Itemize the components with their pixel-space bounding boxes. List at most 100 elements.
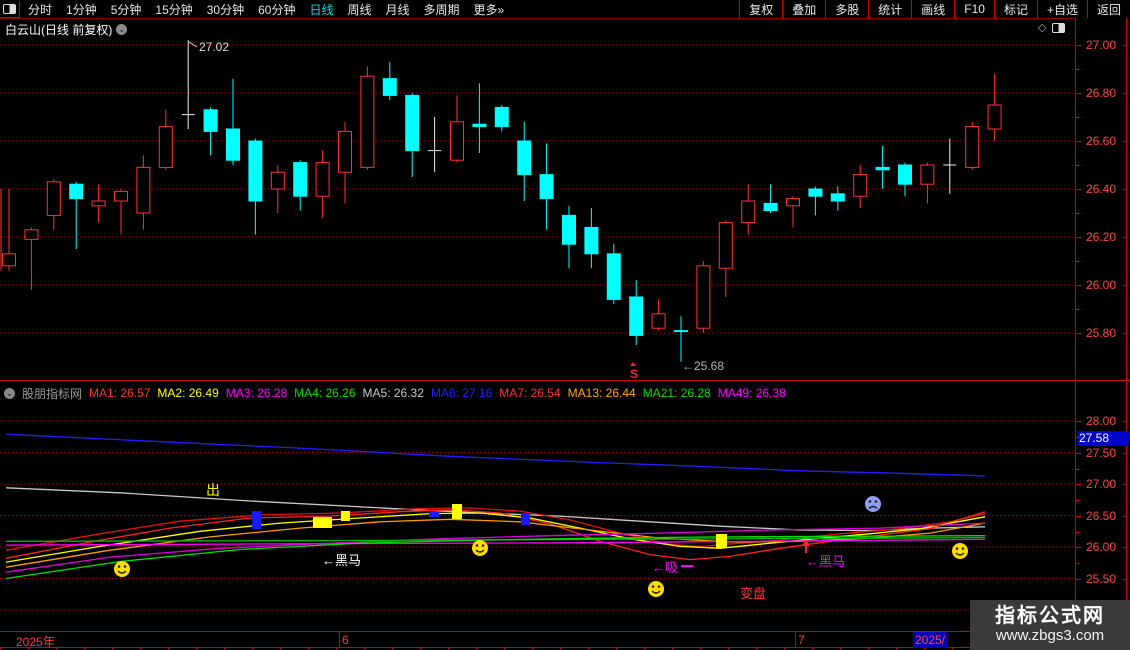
ma-line-ma7 xyxy=(5,507,986,551)
period-tab-3[interactable]: 5分钟 xyxy=(110,2,142,17)
toolbar-button-3[interactable]: 多股 xyxy=(825,0,868,18)
candle-16 xyxy=(338,121,352,204)
pane-text-label: ←黑马 xyxy=(806,554,845,569)
candle-30 xyxy=(651,299,666,331)
period-tab-2[interactable]: 1分钟 xyxy=(66,2,97,17)
ma-line-ma1 xyxy=(5,509,986,561)
ma-label-ma21: MA21: 26.28 xyxy=(642,386,711,400)
lower-axis-label: 25.50 xyxy=(1086,571,1117,586)
candle-9 xyxy=(181,40,195,129)
indicator-collapse-icon[interactable]: ⌄ xyxy=(4,387,15,399)
main-axis-label: 26.60 xyxy=(1086,134,1117,148)
toolbar-button-6[interactable]: F10 xyxy=(954,0,994,18)
ma-label-ma4: MA4: 26.26 xyxy=(294,386,356,400)
candle-34 xyxy=(741,184,756,235)
diamond-icon[interactable]: ◇ xyxy=(1038,22,1047,34)
toolbar-button-1[interactable]: 复权 xyxy=(739,0,782,18)
candle-1 xyxy=(2,189,16,271)
date-highlight: 2025/ xyxy=(913,632,947,648)
signal-square xyxy=(429,512,439,517)
toolbar-button-7[interactable]: 标记 xyxy=(993,0,1037,18)
up-arrow-marker xyxy=(802,539,810,553)
ma-indicator-pane[interactable]: 出 ←黑马 ←吸 变盘 ←黑马 xyxy=(0,382,1075,631)
annotation: ←25.68 xyxy=(682,359,724,373)
candle-15 xyxy=(315,150,330,218)
watermark-title: 指标公式网 xyxy=(995,605,1105,627)
toolbar-right-buttons: 复权 叠加 多股 统计 画线 F10 标记 +自选 返回 xyxy=(739,0,1130,18)
annotation: S xyxy=(630,367,638,380)
smiley-face-marker xyxy=(648,581,664,597)
candle-3 xyxy=(46,179,61,230)
ma-label-ma3: MA3: 26.28 xyxy=(225,386,288,400)
date-axis[interactable]: 2025年 6 7 2025/ xyxy=(0,631,1075,649)
candle-24 xyxy=(517,121,532,201)
smiley-face-marker xyxy=(114,561,130,577)
signal-square xyxy=(452,504,462,519)
toolbar-button-4[interactable]: 统计 xyxy=(868,0,911,18)
candle-20 xyxy=(428,117,442,173)
period-tab-7[interactable]: 日线 xyxy=(309,2,334,17)
chart-title-row: 白云山(日线 前复权) ⌄ xyxy=(5,21,128,38)
main-axis-label: 26.80 xyxy=(1086,86,1117,100)
window-split-button[interactable] xyxy=(0,0,20,18)
main-axis-label: 27.00 xyxy=(1086,38,1117,52)
candle-22 xyxy=(472,83,487,153)
period-tab-9[interactable]: 月线 xyxy=(385,2,410,17)
lower-axis-label: 27.00 xyxy=(1086,477,1117,491)
candle-8 xyxy=(158,109,173,170)
main-axis-label: 25.80 xyxy=(1086,326,1117,340)
pane-text-label: 出 xyxy=(206,482,220,498)
candle-14 xyxy=(293,160,308,211)
smiley-face-marker xyxy=(472,540,488,556)
candle-40 xyxy=(875,145,890,189)
ma-line-ma4 xyxy=(5,536,986,542)
main-price-axis: 27.00 26.80 26.60 26.40 26.20 26.00 25.80 xyxy=(1075,18,1130,380)
candle-13 xyxy=(270,165,285,213)
period-tab-8[interactable]: 周线 xyxy=(347,2,372,17)
period-tab-1[interactable]: 分时 xyxy=(28,2,53,17)
ma-label-ma1: MA1: 26.57 xyxy=(89,386,151,400)
split-window-icon[interactable] xyxy=(1052,22,1066,33)
toolbar-button-9[interactable]: 返回 xyxy=(1086,0,1130,18)
pane-text-label: ←吸 xyxy=(652,560,678,575)
signal-square xyxy=(252,511,261,529)
lower-axis-label: 27.50 xyxy=(1086,445,1117,460)
last-price-tag: 27.58 xyxy=(1077,431,1129,446)
chevron-down-icon[interactable]: ⌄ xyxy=(116,24,128,35)
annotation: 27.02 xyxy=(199,40,229,54)
main-candlestick-pane[interactable]: 27.02 ←25.68 S xyxy=(0,18,1075,380)
candle-18 xyxy=(382,61,397,101)
candle-5 xyxy=(91,184,106,223)
indicator-header: ⌄ 股朋指标网 MA1: 26.57 MA2: 26.49 MA3: 26.28 MA… xyxy=(0,382,1075,404)
period-tab-5[interactable]: 30分钟 xyxy=(206,2,245,17)
date-label: 7 xyxy=(798,633,805,647)
candle-35 xyxy=(763,184,778,213)
ma-label-ma49: MA49: 26.38 xyxy=(717,386,786,400)
period-tab-6[interactable]: 60分钟 xyxy=(258,2,296,17)
toolbar-button-8[interactable]: +自选 xyxy=(1036,0,1087,18)
period-tab-11[interactable]: 更多» xyxy=(473,2,505,17)
candle-39 xyxy=(853,165,868,209)
ma-line-chart: 出 ←黑马 ←吸变盘 ←黑马 xyxy=(0,420,1075,611)
candle-38 xyxy=(830,186,845,211)
ma-label-ma7: MA7: 26.54 xyxy=(499,386,561,400)
candle-12 xyxy=(248,138,263,235)
signal-square xyxy=(521,513,530,525)
period-tab-4[interactable]: 15分钟 xyxy=(155,2,193,17)
sad-face-marker xyxy=(865,496,881,512)
ma-label-ma13: MA13: 26.44 xyxy=(567,386,636,400)
candle-7 xyxy=(136,155,151,230)
main-axis-label: 26.00 xyxy=(1086,278,1117,292)
candle-45 xyxy=(987,73,1002,141)
ma-label-ma5: MA5: 26.32 xyxy=(362,386,424,400)
lower-axis-label: 28.00 xyxy=(1086,414,1117,428)
lower-axis-label: 26.00 xyxy=(1086,540,1117,554)
smiley-face-marker xyxy=(952,543,968,559)
toolbar-button-2[interactable]: 叠加 xyxy=(782,0,825,18)
toolbar-button-5[interactable]: 画线 xyxy=(911,0,954,18)
ma-line-ma6 xyxy=(5,433,986,477)
candle-6 xyxy=(114,189,128,235)
period-tab-10[interactable]: 多周期 xyxy=(423,2,460,17)
lower-axis-label: 26.50 xyxy=(1086,508,1117,523)
